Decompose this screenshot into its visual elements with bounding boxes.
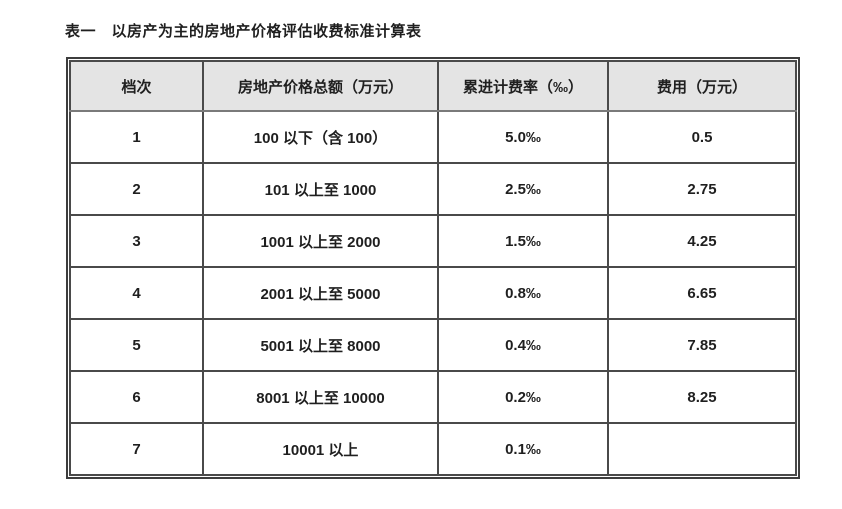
header-grade: 档次 [69, 60, 204, 112]
cell-fee: 4.25 [607, 214, 797, 268]
cell-grade: 3 [69, 214, 204, 268]
cell-grade: 5 [69, 318, 204, 372]
cell-progressive-rate: 0.2‰ [437, 370, 609, 424]
table-row: 5 5001 以上至 8000 0.4‰ 7.85 [69, 318, 797, 372]
fee-standard-table: 档次 房地产价格总额（万元） 累进计费率（‰） 费用（万元） 1 100 以下（… [69, 60, 797, 476]
cell-total-price: 100 以下（含 100） [202, 110, 439, 164]
table-caption: 表一 以房产为主的房地产价格评估收费标准计算表 [65, 23, 422, 40]
header-total-price: 房地产价格总额（万元） [202, 60, 439, 112]
fee-table-container: 档次 房地产价格总额（万元） 累进计费率（‰） 费用（万元） 1 100 以下（… [66, 57, 800, 479]
cell-fee: 6.65 [607, 266, 797, 320]
cell-grade: 7 [69, 422, 204, 476]
cell-progressive-rate: 2.5‰ [437, 162, 609, 216]
cell-fee: 0.5 [607, 110, 797, 164]
cell-grade: 2 [69, 162, 204, 216]
table-row: 2 101 以上至 1000 2.5‰ 2.75 [69, 162, 797, 216]
cell-fee: 2.75 [607, 162, 797, 216]
table-row: 4 2001 以上至 5000 0.8‰ 6.65 [69, 266, 797, 320]
cell-total-price: 8001 以上至 10000 [202, 370, 439, 424]
table-row: 7 10001 以上 0.1‰ [69, 422, 797, 476]
cell-progressive-rate: 0.8‰ [437, 266, 609, 320]
cell-total-price: 101 以上至 1000 [202, 162, 439, 216]
cell-fee: 7.85 [607, 318, 797, 372]
table-row: 6 8001 以上至 10000 0.2‰ 8.25 [69, 370, 797, 424]
cell-total-price: 1001 以上至 2000 [202, 214, 439, 268]
header-row: 档次 房地产价格总额（万元） 累进计费率（‰） 费用（万元） [69, 60, 797, 112]
cell-grade: 6 [69, 370, 204, 424]
cell-total-price: 10001 以上 [202, 422, 439, 476]
cell-progressive-rate: 1.5‰ [437, 214, 609, 268]
cell-grade: 1 [69, 110, 204, 164]
table-row: 1 100 以下（含 100） 5.0‰ 0.5 [69, 110, 797, 164]
cell-progressive-rate: 0.4‰ [437, 318, 609, 372]
cell-fee: 8.25 [607, 370, 797, 424]
table-row: 3 1001 以上至 2000 1.5‰ 4.25 [69, 214, 797, 268]
cell-total-price: 2001 以上至 5000 [202, 266, 439, 320]
cell-grade: 4 [69, 266, 204, 320]
header-fee: 费用（万元） [607, 60, 797, 112]
header-progressive-rate: 累进计费率（‰） [437, 60, 609, 112]
cell-fee [607, 422, 797, 476]
cell-progressive-rate: 5.0‰ [437, 110, 609, 164]
cell-progressive-rate: 0.1‰ [437, 422, 609, 476]
cell-total-price: 5001 以上至 8000 [202, 318, 439, 372]
